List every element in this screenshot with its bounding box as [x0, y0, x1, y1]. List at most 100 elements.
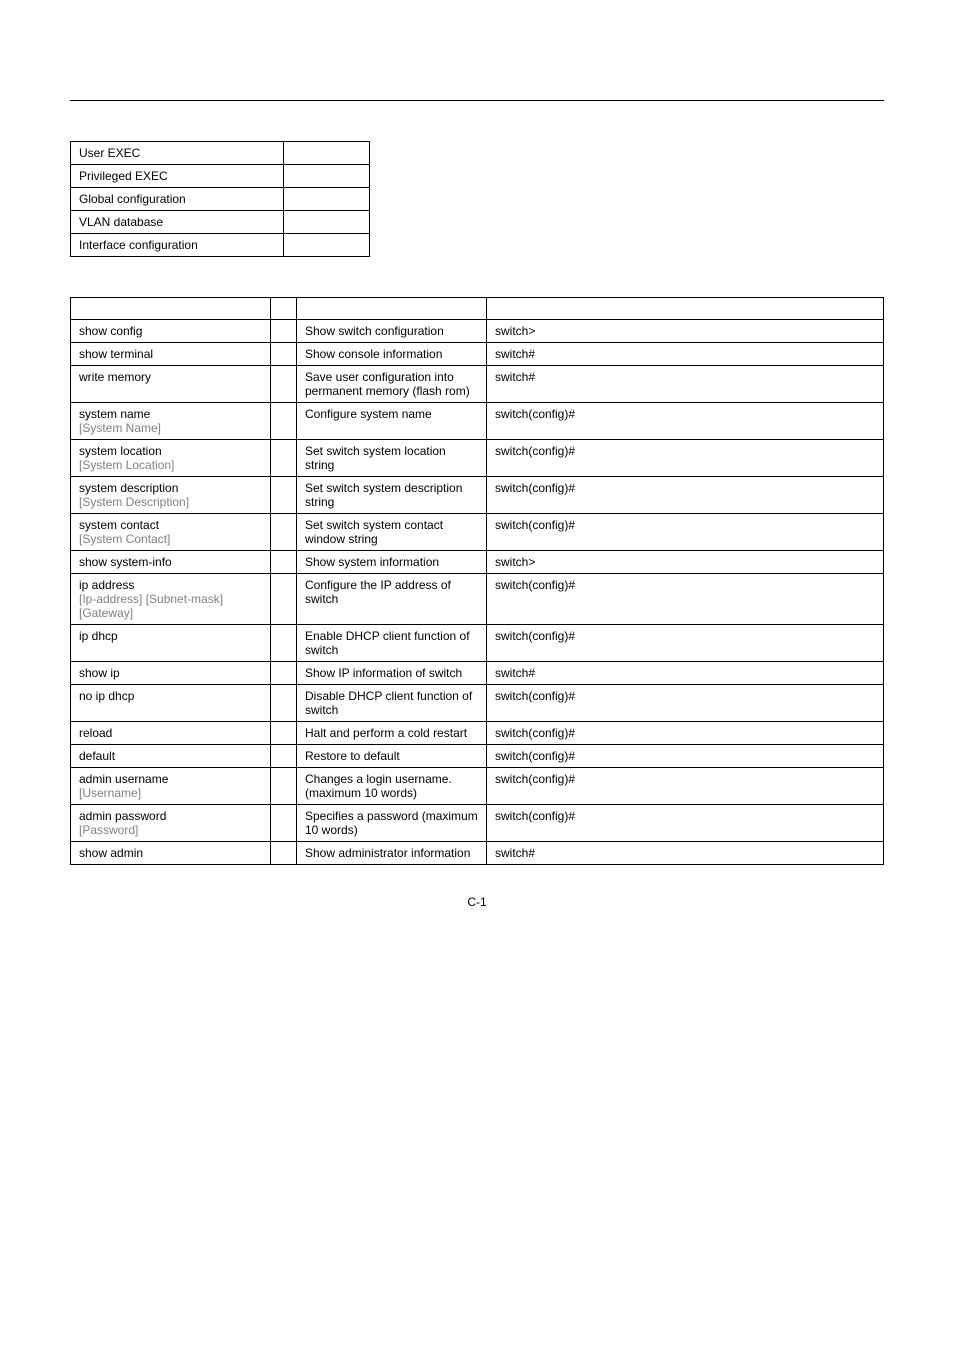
- table-row: no ip dhcpDisable DHCP client function o…: [71, 685, 884, 722]
- command-cell: show admin: [71, 842, 271, 865]
- mode-cell: VLAN database: [71, 211, 284, 234]
- table-row: show ipShow IP information of switchswit…: [71, 662, 884, 685]
- command-text: system contact: [79, 518, 262, 532]
- command-text: show config: [79, 324, 262, 338]
- command-text: system location: [79, 444, 262, 458]
- command-cell: no ip dhcp: [71, 685, 271, 722]
- page-container: User EXEC Privileged EXEC Global configu…: [0, 0, 954, 949]
- command-text: system name: [79, 407, 262, 421]
- defaults-cell: switch(config)#: [487, 722, 884, 745]
- defaults-cell: switch(config)#: [487, 514, 884, 551]
- table-row: admin password[Password]Specifies a pass…: [71, 805, 884, 842]
- defaults-cell: switch(config)#: [487, 805, 884, 842]
- description-cell: Set switch system contact window string: [297, 514, 487, 551]
- table-row: VLAN database: [71, 211, 370, 234]
- command-cell: admin password[Password]: [71, 805, 271, 842]
- modes-table: User EXEC Privileged EXEC Global configu…: [70, 141, 370, 257]
- mode-empty-cell: [283, 142, 369, 165]
- description-cell: Show system information: [297, 551, 487, 574]
- level-cell: [271, 574, 297, 625]
- table-row: Privileged EXEC: [71, 165, 370, 188]
- table-row: system description[System Description] Se…: [71, 477, 884, 514]
- table-header-row: [71, 298, 884, 320]
- level-cell: [271, 514, 297, 551]
- table-row: User EXEC: [71, 142, 370, 165]
- command-text: reload: [79, 726, 262, 740]
- command-text: admin password: [79, 809, 262, 823]
- defaults-cell: switch>: [487, 551, 884, 574]
- command-param: [Ip-address] [Subnet-mask] [Gateway]: [79, 592, 262, 620]
- command-param: [System Name]: [79, 421, 262, 435]
- commands-table-body: show configShow switch configurationswit…: [71, 298, 884, 865]
- command-text: ip address: [79, 578, 262, 592]
- table-row: system location[System Location] Set swit…: [71, 440, 884, 477]
- description-cell: Set switch system description string: [297, 477, 487, 514]
- table-row: write memory Save user configuration into…: [71, 366, 884, 403]
- mode-cell: Global configuration: [71, 188, 284, 211]
- mode-cell: Interface configuration: [71, 234, 284, 257]
- description-cell: Configure the IP address of switch: [297, 574, 487, 625]
- command-text: system description: [79, 481, 262, 495]
- defaults-cell: switch(config)#: [487, 685, 884, 722]
- table-row: show system-info Show system informations…: [71, 551, 884, 574]
- defaults-cell: switch(config)#: [487, 403, 884, 440]
- command-cell: show system-info: [71, 551, 271, 574]
- command-cell: write memory: [71, 366, 271, 403]
- level-cell: [271, 745, 297, 768]
- command-cell: system contact[System Contact]: [71, 514, 271, 551]
- command-cell: show terminal: [71, 343, 271, 366]
- command-cell: ip address[Ip-address] [Subnet-mask] [Ga…: [71, 574, 271, 625]
- modes-table-body: User EXEC Privileged EXEC Global configu…: [71, 142, 370, 257]
- command-text: ip dhcp: [79, 629, 262, 643]
- header-cell-defaults: [487, 298, 884, 320]
- mode-empty-cell: [283, 211, 369, 234]
- top-horizontal-rule: [70, 100, 884, 101]
- table-row: show terminalShow console informationswi…: [71, 343, 884, 366]
- command-text: write memory: [79, 370, 262, 384]
- description-cell: Show switch configuration: [297, 320, 487, 343]
- header-cell-description: [297, 298, 487, 320]
- command-param: [System Description]: [79, 495, 262, 509]
- command-cell: default: [71, 745, 271, 768]
- description-cell: Enable DHCP client function of switch: [297, 625, 487, 662]
- description-cell: Set switch system location string: [297, 440, 487, 477]
- command-cell: system name[System Name]: [71, 403, 271, 440]
- mode-empty-cell: [283, 234, 369, 257]
- description-cell: Show administrator information: [297, 842, 487, 865]
- command-param: [System Contact]: [79, 532, 262, 546]
- command-cell: show ip: [71, 662, 271, 685]
- mode-cell: User EXEC: [71, 142, 284, 165]
- page-footer: C-1: [70, 895, 884, 909]
- level-cell: [271, 343, 297, 366]
- command-text: default: [79, 749, 262, 763]
- command-cell: system location[System Location]: [71, 440, 271, 477]
- table-row: ip dhcp Enable DHCP client function of sw…: [71, 625, 884, 662]
- level-cell: [271, 685, 297, 722]
- command-text: show ip: [79, 666, 262, 680]
- level-cell: [271, 403, 297, 440]
- command-text: show system-info: [79, 555, 262, 569]
- description-cell: Changes a login username. (maximum 10 wo…: [297, 768, 487, 805]
- level-cell: [271, 768, 297, 805]
- defaults-cell: switch#: [487, 662, 884, 685]
- command-cell: admin username[Username]: [71, 768, 271, 805]
- table-row: system name[System Name] Configure system…: [71, 403, 884, 440]
- level-cell: [271, 366, 297, 403]
- command-param: [System Location]: [79, 458, 262, 472]
- description-cell: Show console information: [297, 343, 487, 366]
- defaults-cell: switch(config)#: [487, 574, 884, 625]
- defaults-cell: switch(config)#: [487, 440, 884, 477]
- table-row: reloadHalt and perform a cold restartswi…: [71, 722, 884, 745]
- description-cell: Restore to default: [297, 745, 487, 768]
- level-cell: [271, 477, 297, 514]
- description-cell: Save user configuration into permanent m…: [297, 366, 487, 403]
- mode-empty-cell: [283, 188, 369, 211]
- defaults-cell: switch>: [487, 320, 884, 343]
- command-text: show terminal: [79, 347, 262, 361]
- description-cell: Configure system name: [297, 403, 487, 440]
- defaults-cell: switch#: [487, 366, 884, 403]
- command-param: [Username]: [79, 786, 262, 800]
- defaults-cell: switch(config)#: [487, 768, 884, 805]
- command-cell: show config: [71, 320, 271, 343]
- level-cell: [271, 320, 297, 343]
